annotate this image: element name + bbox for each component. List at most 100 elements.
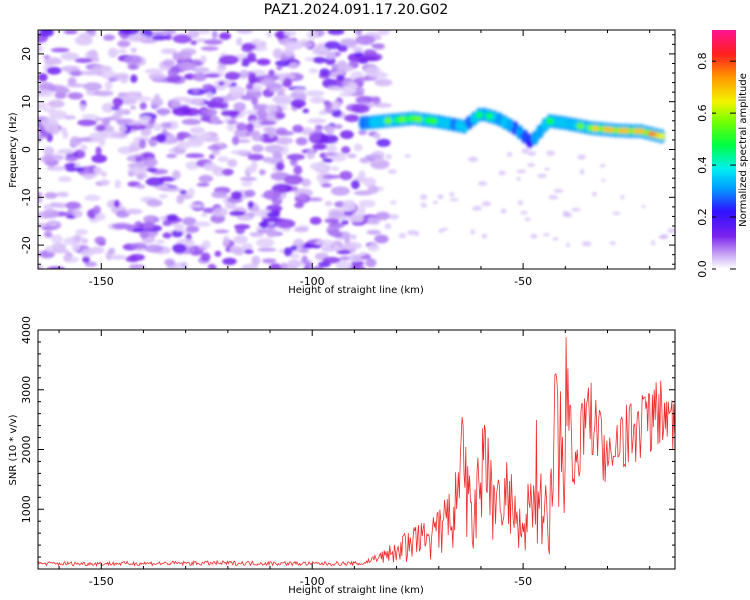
spectrogram-noise-blob (117, 48, 127, 54)
noise-blobs (38, 30, 675, 269)
spectrogram-noise-blob (162, 220, 172, 227)
spectrogram-faint-blob (658, 235, 667, 239)
signal-track-segment (475, 111, 484, 119)
spectrogram-noise-blob (222, 168, 234, 176)
spectrogram-noise-blob (325, 152, 338, 156)
signal-track (358, 107, 666, 148)
snr-series-line (38, 337, 675, 567)
spectrogram-noise-blob (44, 192, 58, 199)
spectrogram-noise-blob (256, 58, 271, 66)
spectrogram-noise-blob (349, 81, 358, 89)
spectrogram-noise-blob (162, 30, 177, 35)
spectrogram-noise-blob (128, 264, 146, 269)
spectrogram-noise-blob (56, 191, 69, 198)
spectrogram-noise-blob (209, 102, 226, 109)
spectrogram-noise-blob (184, 98, 205, 105)
spectrogram-noise-blob (326, 225, 340, 236)
snr-y-tick-label: 1000 (20, 495, 33, 523)
spectrogram-noise-blob (38, 73, 48, 82)
spectrogram-noise-blob (265, 227, 277, 238)
spectrogram-faint-blob (544, 167, 551, 171)
spectrogram-faint-blob (481, 201, 491, 207)
spectrogram-noise-blob (52, 248, 70, 254)
spectrogram-noise-blob (202, 83, 215, 91)
spectrogram-faint-blob (498, 170, 506, 176)
spectrogram-noise-blob (325, 51, 336, 60)
spectrogram-noise-blob (171, 230, 183, 238)
spectrogram-y-tick-label: 10 (20, 95, 33, 109)
spectrogram-y-axis-label: Frequency (Hz) (8, 112, 19, 188)
spectrogram-faint-blob (527, 162, 535, 168)
spectrogram-faint-blob (524, 217, 531, 221)
spectrogram-faint-blob (667, 228, 675, 234)
spectrogram-noise-blob (121, 109, 131, 115)
spectrogram-noise-blob (357, 205, 366, 216)
spectrogram-noise-blob (91, 154, 107, 163)
spectrogram-noise-blob (79, 103, 86, 112)
spectrogram-noise-blob (266, 31, 273, 38)
spectrogram-noise-blob (301, 255, 308, 264)
spectrogram-noise-blob (247, 201, 254, 209)
signal-track-segment (606, 127, 615, 133)
spectrogram-noise-blob (127, 166, 147, 177)
spectrogram-noise-blob (275, 162, 285, 171)
spectrogram-x-tick-label: -150 (89, 275, 114, 288)
spectrogram-y-tick-label: 20 (20, 47, 33, 61)
spectrogram-noise-blob (71, 242, 81, 252)
spectrogram-faint-blob (481, 233, 488, 239)
spectrogram-noise-blob (50, 47, 70, 53)
spectrogram-noise-blob (263, 189, 281, 200)
spectrogram-noise-blob (99, 179, 110, 186)
spectrogram-noise-blob (43, 204, 54, 211)
spectrogram-noise-blob (262, 258, 277, 264)
spectrogram-noise-blob (246, 83, 254, 90)
signal-track-segment (530, 133, 539, 143)
spectrogram-noise-blob (179, 189, 187, 195)
spectrogram-noise-blob (236, 37, 243, 46)
spectrogram-noise-blob (214, 250, 222, 257)
spectrogram-noise-blob (89, 31, 97, 37)
spectrogram-noise-blob (302, 108, 310, 114)
spectrogram-noise-blob (256, 238, 275, 248)
spectrogram-noise-blob (333, 243, 340, 253)
spectrogram-noise-blob (164, 258, 176, 266)
spectrogram-noise-blob (257, 247, 277, 252)
spectrogram-noise-blob (60, 126, 67, 134)
spectrogram-noise-blob (251, 144, 264, 153)
spectrogram-noise-blob (359, 158, 371, 164)
spectrogram-faint-blob (651, 240, 656, 246)
spectrogram-noise-blob (283, 247, 293, 257)
spectrogram-noise-blob (146, 167, 158, 173)
signal-track-segment (647, 132, 656, 136)
spectrogram-faint-blob (441, 227, 449, 231)
spectrogram-faint-blob (521, 148, 530, 154)
spectrogram-noise-blob (276, 30, 285, 41)
spectrogram-noise-blob (187, 30, 200, 39)
spectrogram-noise-blob (124, 54, 142, 65)
spectrogram-noise-blob (235, 122, 247, 131)
spectrogram-noise-blob (367, 185, 379, 195)
signal-track-segment (591, 126, 600, 131)
spectrogram-noise-blob (336, 249, 351, 255)
spectrogram-noise-blob (129, 64, 138, 70)
spectrogram-noise-blob (74, 167, 85, 172)
spectrogram-noise-blob (342, 241, 363, 250)
spectrogram-noise-blob (108, 247, 116, 255)
spectrogram-noise-blob (242, 57, 258, 63)
spectrogram-noise-blob (340, 130, 354, 140)
spectrogram-noise-blob (309, 118, 324, 123)
spectrogram-noise-blob (160, 48, 177, 55)
spectrogram-noise-blob (69, 235, 85, 244)
snr-y-tick-label: 3000 (20, 376, 33, 404)
spectrogram-noise-blob (143, 157, 158, 168)
spectrogram-noise-blob (176, 131, 191, 139)
spectrogram-noise-blob (318, 261, 331, 268)
spectrogram-noise-blob (333, 124, 343, 130)
spectrogram-noise-blob (101, 69, 116, 80)
spectrogram-noise-blob (358, 129, 367, 136)
spectrogram-noise-blob (290, 245, 298, 251)
spectrogram-faint-blob (591, 191, 598, 197)
spectrogram-noise-blob (81, 173, 97, 179)
spectrogram-faint-blob (470, 229, 476, 235)
spectrogram-noise-blob (74, 58, 93, 63)
